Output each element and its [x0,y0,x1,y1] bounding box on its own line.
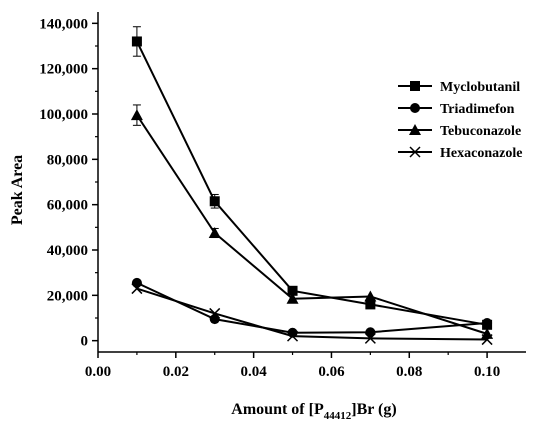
data-point-hexaconazole [131,283,143,295]
series-myclobutanil [131,26,493,330]
data-point-tebuconazole [364,290,377,302]
series-layer [130,26,494,346]
legend-label: Triadimefon [440,102,515,117]
data-point-tebuconazole [130,109,143,121]
data-point-hexaconazole-stroke [131,283,143,295]
data-point-triadimefon [131,277,142,288]
data-point-tebuconazole [208,227,221,238]
y-tick-label: 120,000 [39,62,88,78]
series-line-myclobutanil [136,41,488,326]
data-point-hexaconazole-stroke [287,330,299,342]
y-tick-label: 100,000 [39,107,88,123]
axes: 0 20,000 40,000 60,000 80,000 100,000 120,000 1… [39,12,526,380]
legend-marker-hexaconazole [409,146,421,158]
series-hexaconazole [131,283,493,346]
legend-marker-hexaconazole-stroke [409,146,421,158]
x-tick-label: 0.04 [241,364,268,380]
data-point-hexaconazole-stroke [209,307,221,319]
y-tick-label: 0 [81,334,89,350]
data-point-triadimefon [209,314,220,325]
legend-marker-tebuconazole [409,124,421,135]
x-tick-label: 0.08 [396,364,422,380]
legend-item-myclobutanil: Myclobutanil [398,80,520,95]
x-tick-label: 0.00 [85,364,111,380]
data-point-hexaconazole [481,334,493,346]
data-point-myclobutanil [287,285,298,296]
x-axis-title-prefix: Amount of [P [231,401,324,418]
y-tick-label: 40,000 [47,243,88,259]
y-tick-label: 60,000 [47,198,88,214]
data-point-hexaconazole [364,332,376,344]
data-point-hexaconazole [287,330,299,342]
series-line-triadimefon [136,281,488,334]
y-tick-label: 80,000 [47,152,88,168]
legend-marker-triadimefon [410,103,420,113]
data-point-triadimefon [365,327,376,338]
legend-item-tebuconazole: Tebuconazole [398,124,521,139]
y-tick-label: 140,000 [39,16,88,32]
series-triadimefon [131,277,493,338]
data-point-hexaconazole-stroke [364,332,376,344]
legend-marker-myclobutanil [410,81,420,91]
data-point-myclobutanil [365,299,376,310]
legend-label: Tebuconazole [440,124,521,139]
x-axis-title: Amount of [P44412]Br (g) [231,401,396,422]
legend-label: Myclobutanil [440,80,520,95]
data-point-myclobutanil [131,36,142,47]
data-point-hexaconazole [209,307,221,319]
data-point-myclobutanil [209,196,220,207]
x-axis-title-suffix: ]Br (g) [351,401,396,418]
x-tick-label: 0.10 [474,364,500,380]
y-axis-title: Peak Area [9,155,26,225]
legend-item-hexaconazole: Hexaconazole [398,146,522,161]
data-point-tebuconazole [286,292,299,304]
data-point-hexaconazole-stroke [481,334,493,346]
y-tick-label: 20,000 [47,288,88,304]
x-axis-title-subscript: 44412 [324,410,352,422]
legend-label: Hexaconazole [440,146,522,161]
legend-item-triadimefon: Triadimefon [398,102,515,117]
legend: Myclobutanil Triadimefon Tebuconazole Hexac… [398,80,522,161]
data-point-triadimefon [482,317,493,328]
x-tick-label: 0.06 [318,364,345,380]
x-tick-label: 0.02 [163,364,189,380]
